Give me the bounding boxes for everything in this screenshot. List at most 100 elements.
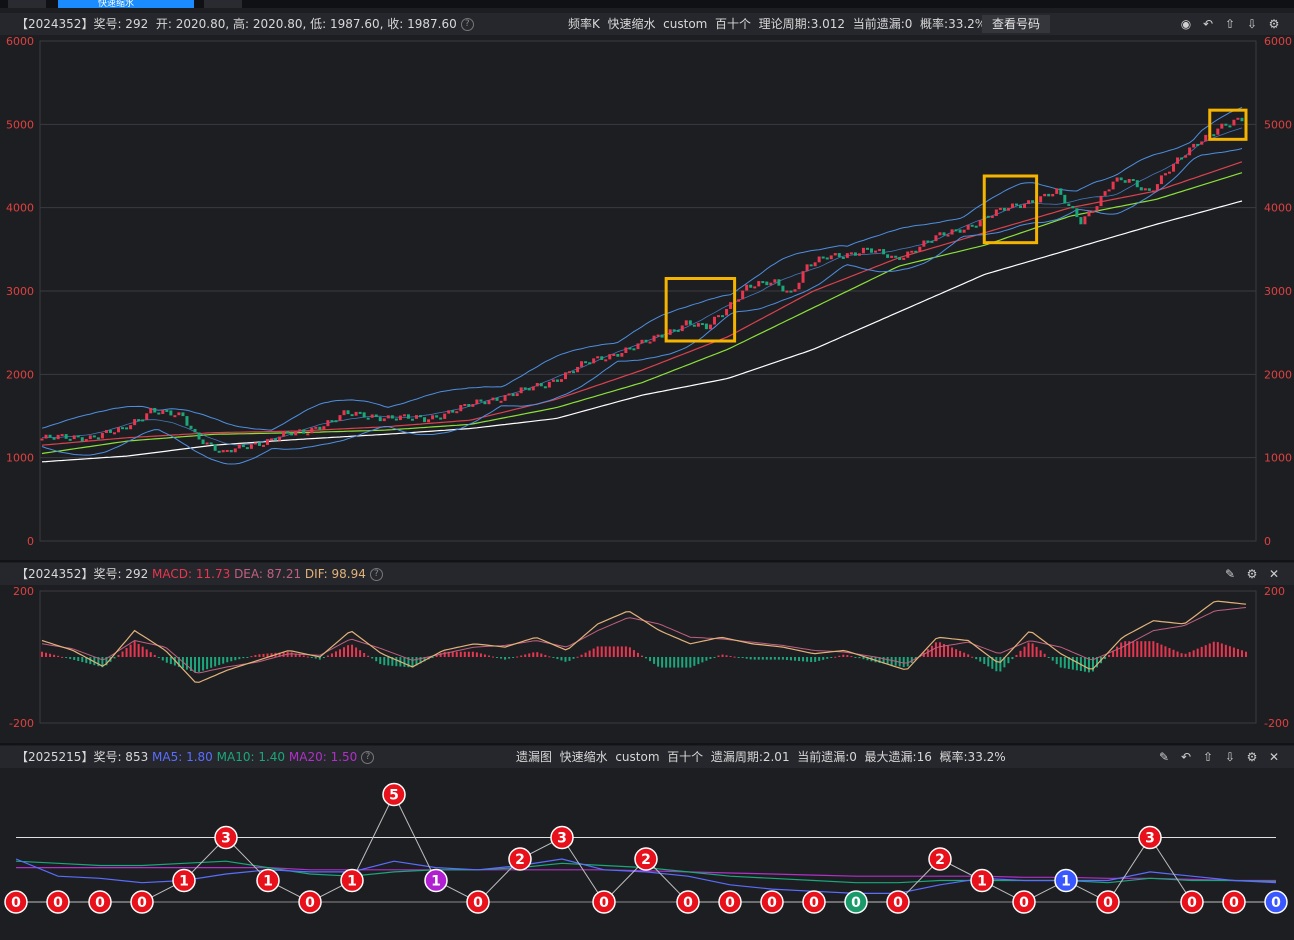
add-tab-button[interactable] — [204, 0, 242, 8]
center-item[interactable]: 快速缩水 — [559, 750, 608, 764]
macd-bar — [967, 654, 970, 657]
macd-bar — [1144, 641, 1147, 657]
candle — [745, 284, 749, 291]
center-item[interactable]: 频率K — [568, 17, 600, 31]
macd-bar — [902, 657, 905, 668]
macd-bar — [846, 655, 849, 657]
macd-bar — [942, 644, 945, 657]
center-item[interactable]: 百十个 — [667, 750, 704, 764]
candle — [882, 249, 886, 255]
undo-icon[interactable]: ↶ — [1180, 750, 1192, 764]
center-item[interactable]: 遗漏图 — [516, 750, 553, 764]
macd-bar — [121, 651, 124, 657]
up-arrow-icon[interactable]: ⇧ — [1202, 750, 1214, 764]
macd-bar — [620, 646, 623, 657]
miss-node-label: 1 — [977, 874, 987, 890]
ma-red-line — [41, 161, 1243, 446]
miss-chart[interactable]: 0 0 0 0 1 3 1 0 1 5 1 0 2 3 0 2 0 0 0 0 0 0 2 1 0 1 0 3 0 0 0 — [0, 768, 1294, 940]
macd-bar — [411, 657, 414, 668]
candle — [306, 433, 310, 436]
macd-bar — [375, 657, 378, 662]
macd-bar — [463, 651, 466, 657]
help-icon[interactable]: ? — [369, 568, 383, 581]
candle — [849, 252, 853, 255]
macd-bar — [830, 657, 833, 658]
compass-icon[interactable]: ◉ — [1180, 17, 1192, 31]
candle — [878, 249, 882, 252]
center-item: 概率:33.2% — [920, 17, 987, 31]
center-item[interactable]: custom — [615, 750, 660, 764]
macd-bar — [838, 655, 841, 657]
down-arrow-icon[interactable]: ⇩ — [1224, 750, 1236, 764]
candle — [620, 353, 624, 357]
panel-divider[interactable] — [0, 560, 1294, 562]
macd-bar — [1015, 654, 1018, 657]
undo-icon[interactable]: ↶ — [1202, 17, 1214, 31]
candle — [817, 256, 821, 263]
close-icon[interactable]: ✕ — [1268, 567, 1280, 581]
macd-bar — [616, 646, 619, 657]
panel-divider[interactable] — [0, 743, 1294, 745]
candle — [584, 361, 588, 364]
candle — [302, 429, 306, 434]
candle — [1196, 143, 1200, 146]
candle — [117, 427, 121, 433]
macd-bar — [640, 655, 643, 657]
center-item[interactable]: custom — [663, 17, 708, 31]
candle — [580, 361, 584, 367]
macd-bar — [504, 657, 507, 660]
down-arrow-icon[interactable]: ⇩ — [1246, 17, 1258, 31]
price-chart[interactable]: 0 0 1000 1000 2000 2000 3000 3000 4000 4000 5000 50… — [0, 35, 1294, 560]
query-number-button[interactable]: 查看号码 — [982, 15, 1051, 33]
candle — [543, 386, 547, 389]
candle — [60, 434, 64, 437]
help-icon[interactable]: ? — [361, 751, 375, 764]
candle — [406, 414, 410, 419]
candle — [245, 447, 249, 450]
center-item[interactable]: 快速缩水 — [607, 17, 656, 31]
gear-icon[interactable]: ⚙ — [1246, 750, 1258, 764]
candle — [801, 271, 805, 283]
macd-bar — [536, 652, 539, 657]
pin-icon[interactable]: ✎ — [1158, 750, 1170, 764]
macd-bar — [137, 643, 140, 657]
candle — [769, 282, 773, 286]
macd-bar — [238, 657, 241, 660]
candle — [1163, 173, 1167, 176]
candle — [946, 234, 950, 237]
candle — [1043, 193, 1047, 197]
macd-bar — [403, 657, 406, 667]
pin-icon[interactable]: ✎ — [1224, 567, 1236, 581]
center-item[interactable]: 百十个 — [715, 17, 752, 31]
macd-period: 【2024352】 — [16, 567, 94, 581]
macd-bar — [250, 656, 253, 658]
miss-node-label: 0 — [53, 895, 63, 911]
macd-chart[interactable]: 200 200 -200 -200 — [0, 585, 1294, 743]
macd-bar — [1027, 642, 1030, 657]
candle — [1236, 117, 1240, 120]
miss-node-label: 0 — [809, 895, 819, 911]
macd-bar — [612, 646, 615, 657]
gear-icon[interactable]: ⚙ — [1246, 567, 1258, 581]
candle — [894, 255, 898, 258]
candle — [100, 433, 104, 439]
up-arrow-icon[interactable]: ⇧ — [1224, 17, 1236, 31]
gear-icon[interactable]: ⚙ — [1268, 17, 1280, 31]
candle — [1131, 178, 1135, 181]
candle — [874, 250, 878, 253]
home-tab[interactable] — [8, 0, 46, 8]
close-icon[interactable]: ✕ — [1268, 750, 1280, 764]
macd-bar — [447, 651, 450, 657]
macd-bar — [387, 657, 390, 666]
tab-quick-shrink[interactable]: 快速缩水 — [58, 0, 194, 8]
macd-bar — [1112, 650, 1115, 657]
miss-node-label: 0 — [1019, 895, 1029, 911]
help-icon[interactable]: ? — [460, 18, 474, 31]
candle — [749, 284, 753, 288]
candle — [96, 437, 100, 440]
macd-bar — [709, 657, 712, 659]
candle — [978, 220, 982, 227]
candle — [92, 435, 96, 438]
macd-bar — [129, 644, 132, 657]
macd-bar — [1023, 646, 1026, 657]
